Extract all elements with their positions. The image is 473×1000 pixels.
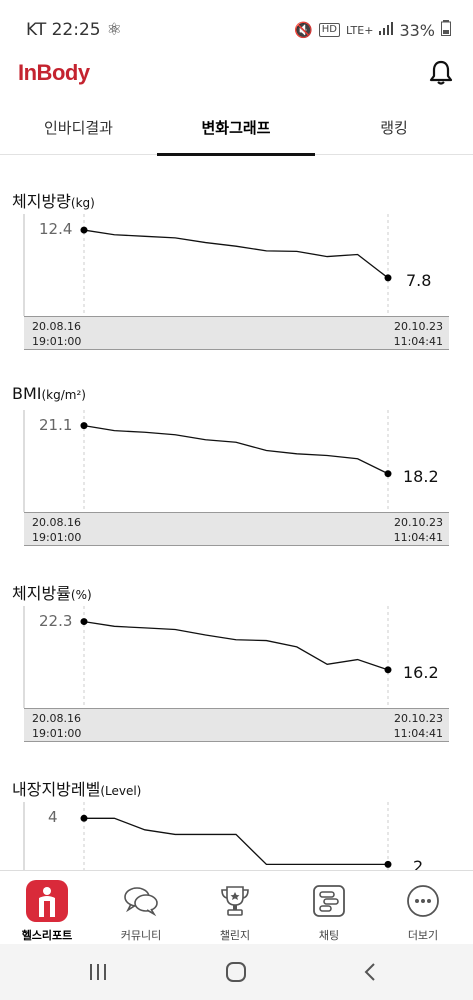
tab-ranking[interactable]: 랭킹 (380, 119, 408, 137)
chart-title: 체지방률(%) (12, 580, 92, 604)
end-time: 11:04:41 (393, 727, 443, 740)
nav-community[interactable]: 커뮤니티 (94, 871, 188, 945)
nav-chat[interactable]: 채팅 (282, 871, 376, 945)
end-value: 7.8 (406, 271, 432, 290)
chart-title-text: 체지방량 (12, 192, 71, 211)
line-chart (23, 606, 392, 708)
start-value: 21.1 (39, 416, 73, 434)
chart-list[interactable]: 체지방량(kg) 12.4 7.8 20.08.16 19:01:00 20.1… (0, 156, 473, 870)
start-point (80, 814, 88, 822)
end-point (384, 860, 392, 868)
series-line (84, 817, 388, 866)
series-line (83, 425, 389, 475)
chart-body-fat-percent: 체지방률(%) 22.3 16.2 20.08.16 19:01:00 20.1… (0, 548, 473, 744)
bottom-nav: 헬스리포트 커뮤니티 챌린지 (0, 870, 473, 944)
notification-icon: ⚛ (106, 20, 122, 40)
date-axis: 20.08.16 19:01:00 20.10.23 11:04:41 (24, 512, 449, 546)
chart-title-text: 체지방률 (12, 584, 71, 603)
start-date: 20.08.16 (32, 320, 81, 333)
chat-bubbles-icon (119, 879, 163, 923)
start-time: 19:01:00 (32, 531, 82, 544)
end-value: 18.2 (403, 467, 439, 486)
start-point (80, 422, 88, 430)
line-chart (23, 410, 392, 512)
chart-title-text: BMI (12, 384, 42, 403)
start-point (80, 618, 88, 626)
carrier-time: KT 22:25 (26, 20, 101, 40)
chart-title: BMI(kg/m²) (12, 384, 86, 403)
chart-visceral-fat-level: 내장지방레벨(Level) 4 2 (0, 744, 473, 870)
nav-challenge[interactable]: 챌린지 (188, 871, 282, 945)
health-report-icon (25, 879, 69, 923)
chart-title: 체지방량(kg) (12, 188, 95, 212)
chart-title-text: 내장지방레벨 (12, 780, 101, 799)
end-time: 11:04:41 (393, 531, 443, 544)
nav-label: 채팅 (318, 929, 340, 942)
inbody-logo: InBody (18, 60, 90, 85)
end-time: 11:04:41 (393, 335, 443, 348)
chart-body-fat-mass: 체지방량(kg) 12.4 7.8 20.08.16 19:01:00 20.1… (0, 156, 473, 352)
chart-unit: (%) (70, 588, 92, 602)
end-value: 16.2 (403, 663, 439, 682)
home-icon[interactable] (222, 958, 250, 986)
status-left: KT 22:25 ⚛ (26, 20, 122, 40)
network-label: LTE+ (345, 23, 374, 37)
nav-label: 커뮤니티 (120, 929, 162, 942)
nav-more[interactable]: 더보기 (376, 871, 470, 945)
date-axis: 20.08.16 19:01:00 20.10.23 11:04:41 (24, 708, 449, 742)
signal-icon (379, 21, 394, 39)
end-point (384, 274, 392, 282)
battery-percent: 33% (399, 20, 435, 40)
mute-icon: 🔇 (294, 21, 313, 39)
end-value: 2 (413, 857, 424, 870)
chat-list-icon (307, 879, 351, 923)
end-date: 20.10.23 (394, 516, 443, 529)
nav-label: 챌린지 (219, 929, 251, 942)
line-chart (23, 802, 392, 870)
start-time: 19:01:00 (32, 727, 82, 740)
more-dots-icon (401, 879, 445, 923)
chart-unit: (Level) (100, 784, 142, 798)
app-header: InBody (0, 56, 473, 96)
start-point (80, 226, 88, 234)
nav-label: 더보기 (407, 929, 439, 942)
start-value: 12.4 (39, 220, 73, 238)
chart-unit: (kg/m²) (41, 388, 86, 402)
series-line (83, 229, 389, 279)
trophy-icon (213, 879, 257, 923)
start-date: 20.08.16 (32, 516, 81, 529)
tab-change-graph[interactable]: 변화그래프 (157, 100, 315, 156)
battery-icon (441, 20, 451, 40)
system-nav-bar (0, 944, 473, 1000)
end-date: 20.10.23 (394, 320, 443, 333)
hd-badge: HD (318, 23, 340, 37)
series-line (83, 620, 389, 671)
nav-health-report[interactable]: 헬스리포트 (0, 871, 94, 945)
start-value: 4 (48, 808, 58, 826)
start-value: 22.3 (39, 612, 73, 630)
end-date: 20.10.23 (394, 712, 443, 725)
start-date: 20.08.16 (32, 712, 81, 725)
notification-bell-icon[interactable] (429, 60, 453, 86)
chart-title: 내장지방레벨(Level) (12, 776, 141, 800)
recent-apps-icon[interactable] (84, 958, 112, 986)
nav-label: 헬스리포트 (21, 929, 73, 942)
tab-bar: 인바디결과 변화그래프 랭킹 (0, 100, 473, 156)
end-point (384, 666, 392, 674)
tab-inbody-result[interactable]: 인바디결과 (43, 119, 113, 137)
chart-bmi: BMI(kg/m²) 21.1 18.2 20.08.16 19:01:00 2… (0, 352, 473, 548)
line-chart (23, 214, 392, 316)
chart-unit: (kg) (70, 196, 95, 210)
status-right: 🔇 HD LTE+ 33% (294, 20, 451, 40)
back-icon[interactable] (356, 958, 384, 986)
start-time: 19:01:00 (32, 335, 82, 348)
end-point (384, 470, 392, 478)
status-bar: KT 22:25 ⚛ 🔇 HD LTE+ 33% (0, 0, 473, 60)
date-axis: 20.08.16 19:01:00 20.10.23 11:04:41 (24, 316, 449, 350)
